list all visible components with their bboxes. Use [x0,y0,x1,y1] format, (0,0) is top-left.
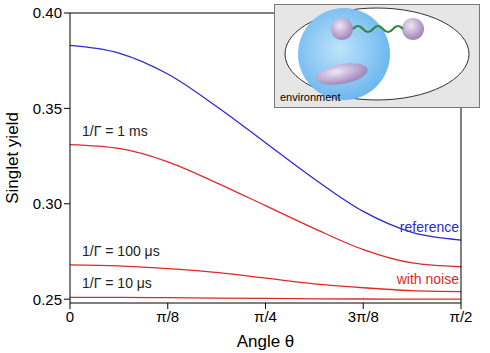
svg-text:reference: reference [400,219,459,235]
svg-text:1/Γ = 10 μs: 1/Γ = 10 μs [82,275,152,291]
svg-text:1/Γ = 1 ms: 1/Γ = 1 ms [82,123,148,139]
svg-text:environment: environment [280,91,341,103]
svg-text:π/4: π/4 [254,308,277,325]
svg-text:Singlet yield: Singlet yield [3,112,22,204]
svg-text:1/Γ = 100 μs: 1/Γ = 100 μs [82,243,160,259]
svg-text:0.25: 0.25 [33,291,62,308]
svg-text:π/8: π/8 [156,308,179,325]
svg-text:0: 0 [66,308,74,325]
svg-text:π/2: π/2 [450,308,473,325]
svg-text:0.30: 0.30 [33,195,62,212]
svg-text:Angle θ: Angle θ [237,332,295,351]
svg-text:0.35: 0.35 [33,100,62,117]
svg-text:with noise: with noise [396,271,459,287]
svg-text:3π/8: 3π/8 [348,308,379,325]
svg-text:0.40: 0.40 [33,4,62,21]
